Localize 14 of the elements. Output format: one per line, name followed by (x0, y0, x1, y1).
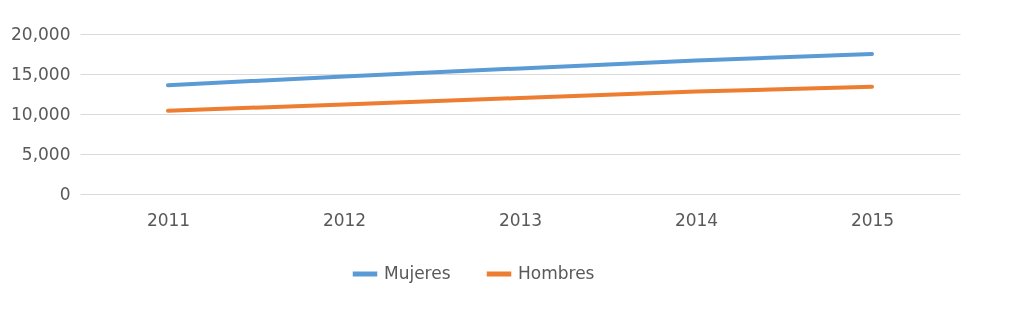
x-tick-label: 2015 (850, 209, 895, 230)
x-tick-label: 2011 (146, 209, 191, 230)
y-tick-label: 10,000 (11, 103, 71, 124)
line-series (166, 52, 874, 88)
x-tick-label: 2012 (322, 209, 367, 230)
y-tick-label: 15,000 (11, 63, 71, 84)
x-tick-label: 2014 (674, 209, 719, 230)
legend-label: Mujeres (384, 263, 451, 283)
y-tick-label: 5,000 (21, 143, 71, 164)
line-series (166, 84, 874, 113)
y-tick-label: 20,000 (11, 23, 71, 44)
x-tick-label: 2013 (498, 209, 543, 230)
legend-label: Hombres (518, 263, 595, 283)
y-tick-label: 0 (59, 183, 71, 204)
